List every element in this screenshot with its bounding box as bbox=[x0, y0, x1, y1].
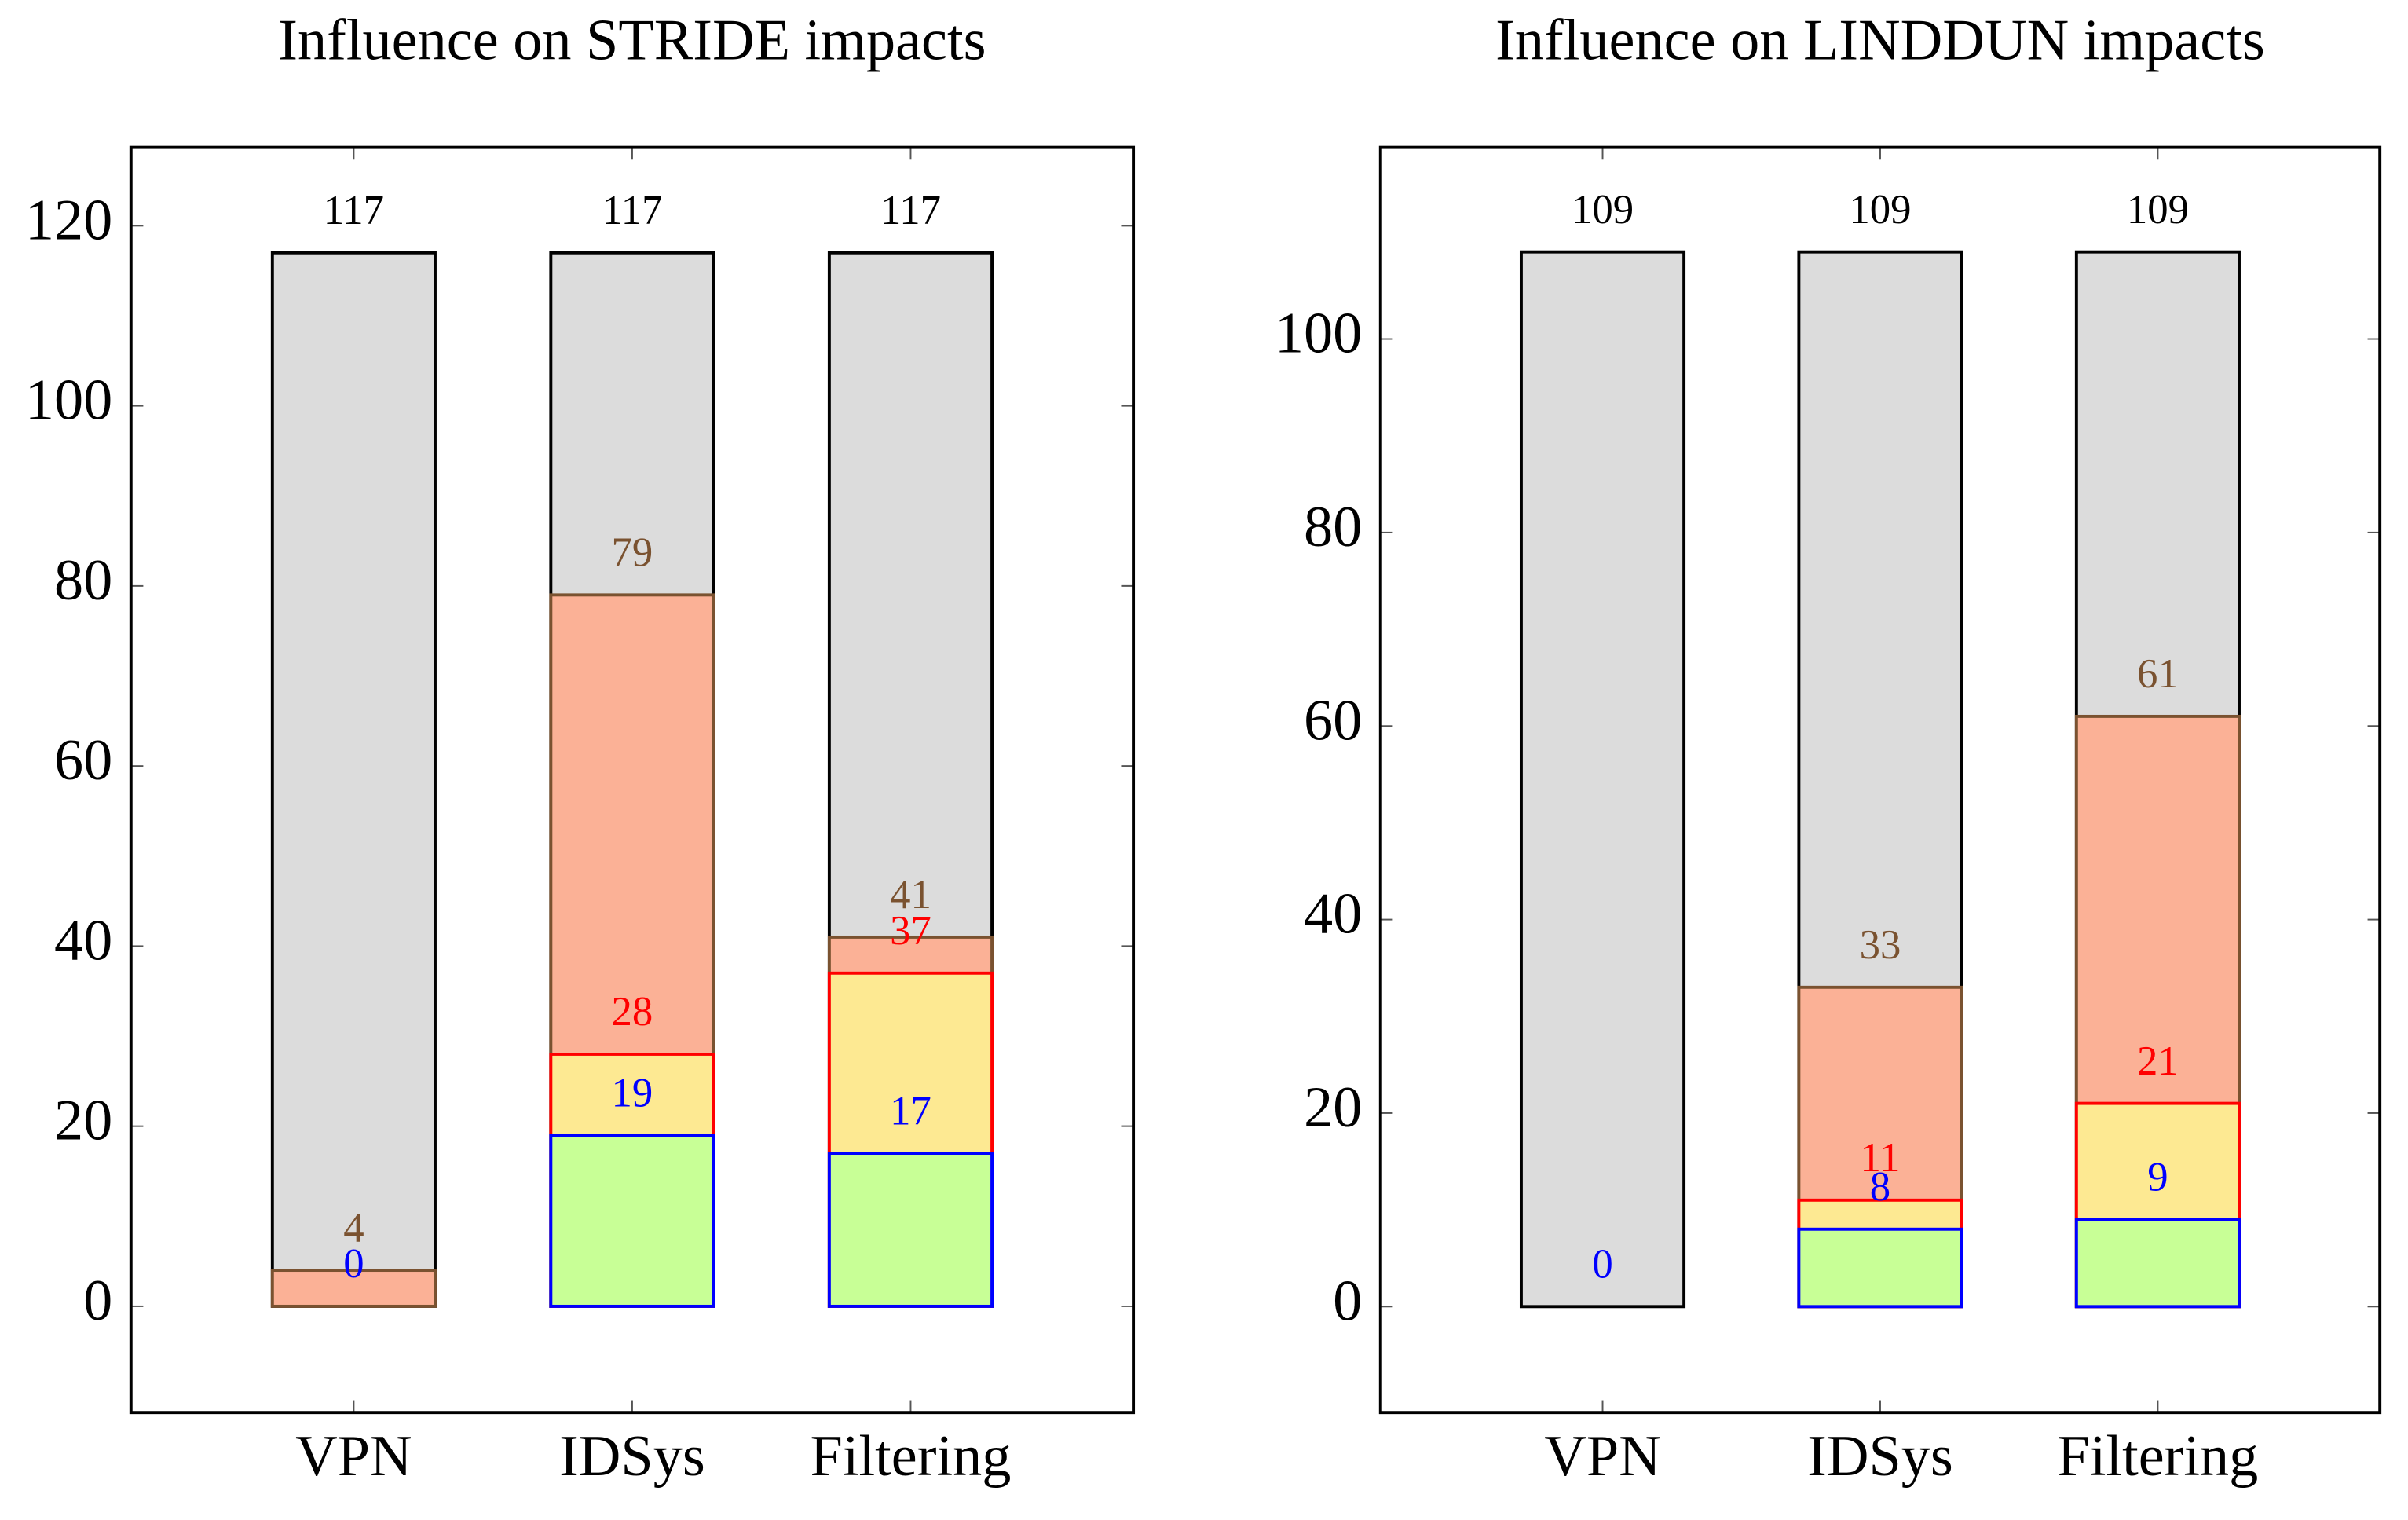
data-label: 41 bbox=[890, 872, 931, 917]
plot-frame bbox=[1378, 145, 2382, 1415]
data-label: 0 bbox=[343, 1241, 364, 1287]
data-label: 21 bbox=[2137, 1038, 2179, 1084]
data-label: 0 bbox=[1592, 1242, 1612, 1287]
data-label: 117 bbox=[324, 188, 384, 233]
bar bbox=[1519, 250, 1686, 1309]
data-label: 17 bbox=[890, 1088, 931, 1134]
data-label: 79 bbox=[612, 530, 653, 576]
data-label: 9 bbox=[2147, 1155, 2168, 1200]
data-label: 109 bbox=[1572, 187, 1634, 233]
chart-title: Influence on LINDDUN impacts bbox=[1495, 9, 2265, 73]
bar bbox=[549, 1134, 715, 1308]
data-label: 109 bbox=[1849, 187, 1911, 233]
bar bbox=[270, 251, 437, 1308]
y-tick-label: 80 bbox=[54, 548, 112, 613]
data-label: 28 bbox=[612, 989, 653, 1035]
y-tick-label: 0 bbox=[83, 1269, 112, 1333]
data-label: 117 bbox=[880, 188, 941, 233]
x-tick-label: IDSys bbox=[559, 1424, 705, 1489]
y-tick-label: 40 bbox=[1304, 882, 1362, 947]
chart-title: Influence on STRIDE impacts bbox=[278, 9, 986, 73]
data-label: 37 bbox=[890, 908, 931, 954]
data-label: 8 bbox=[1870, 1164, 1890, 1210]
bar bbox=[270, 1269, 437, 1308]
y-tick-label: 60 bbox=[54, 728, 112, 793]
data-label: 11 bbox=[1861, 1135, 1901, 1181]
y-tick-label: 80 bbox=[1304, 495, 1362, 559]
y-tick-label: 40 bbox=[54, 908, 112, 972]
data-label: 33 bbox=[1860, 922, 1901, 968]
y-tick-label: 0 bbox=[1333, 1269, 1362, 1333]
x-tick-label: IDSys bbox=[1807, 1424, 1953, 1489]
bar bbox=[2074, 1218, 2241, 1309]
x-tick-label: Filtering bbox=[811, 1424, 1012, 1489]
bar bbox=[1797, 1227, 1963, 1309]
data-label: 117 bbox=[602, 188, 662, 233]
data-label: 109 bbox=[2127, 187, 2189, 233]
data-label: 61 bbox=[2137, 651, 2179, 697]
y-tick-label: 100 bbox=[25, 368, 112, 433]
x-tick-label: VPN bbox=[295, 1424, 412, 1489]
x-tick-label: Filtering bbox=[2058, 1424, 2259, 1489]
bar bbox=[827, 1152, 994, 1308]
y-tick-label: 100 bbox=[1275, 302, 1362, 366]
y-tick-label: 20 bbox=[1304, 1075, 1362, 1140]
y-tick-label: 60 bbox=[1304, 688, 1362, 753]
data-label: 19 bbox=[612, 1070, 653, 1115]
plot-frame bbox=[129, 145, 1136, 1415]
data-label: 4 bbox=[343, 1205, 364, 1251]
x-tick-label: VPN bbox=[1544, 1424, 1661, 1489]
y-tick-label: 20 bbox=[54, 1089, 112, 1153]
y-tick-label: 120 bbox=[25, 188, 112, 252]
